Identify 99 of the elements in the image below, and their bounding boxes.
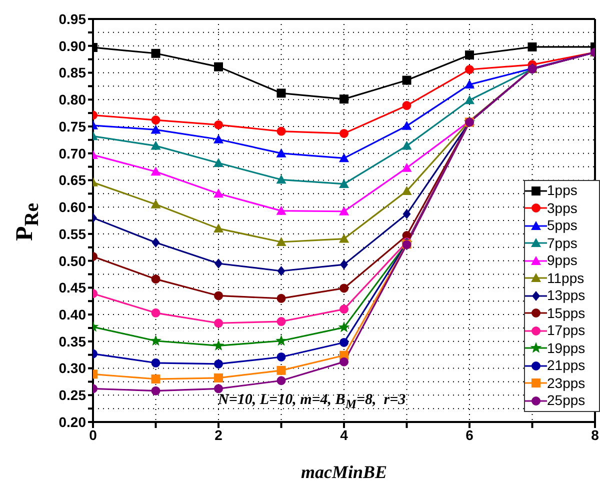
- x-tick-label: 0: [89, 426, 98, 443]
- legend-label: 5pps: [547, 217, 578, 234]
- point: [150, 166, 161, 176]
- x-tick-label: 8: [591, 426, 600, 443]
- point: [402, 209, 411, 220]
- point: [338, 321, 350, 332]
- point: [150, 334, 162, 346]
- y-tick-label: 0.45: [58, 280, 86, 296]
- legend-label: 25pps: [547, 392, 586, 410]
- x-tick-label: 6: [466, 426, 474, 443]
- point: [276, 236, 286, 246]
- point: [276, 376, 286, 386]
- point: [214, 120, 223, 130]
- x-tick-label: 4: [340, 426, 348, 443]
- y-tick-label: 0.40: [58, 306, 86, 323]
- point: [465, 50, 474, 60]
- point: [402, 76, 412, 85]
- y-tick-label: 0.90: [58, 38, 86, 54]
- point: [465, 65, 474, 74]
- legend-label: 1pps: [547, 182, 578, 200]
- y-tick-label: 0.95: [58, 10, 86, 27]
- y-tick-label: 0.30: [58, 360, 86, 376]
- y-tick-label: 0.35: [58, 333, 86, 350]
- point: [214, 158, 224, 168]
- point: [339, 153, 349, 162]
- point: [214, 188, 224, 198]
- point: [151, 308, 160, 318]
- point: [276, 334, 287, 346]
- point: [402, 186, 412, 195]
- point: [276, 206, 286, 215]
- point: [340, 357, 348, 366]
- point: [151, 386, 160, 396]
- point: [340, 338, 348, 347]
- point: [339, 178, 349, 188]
- point: [276, 126, 286, 136]
- legend-label: 21pps: [547, 357, 586, 374]
- point: [151, 116, 160, 125]
- point: [276, 88, 286, 98]
- point: [212, 340, 224, 351]
- legend-label: 15pps: [547, 304, 586, 322]
- point: [340, 260, 348, 270]
- point: [214, 318, 223, 328]
- y-tick-label: 0.70: [58, 145, 86, 162]
- y-tick-label: 0.50: [58, 252, 86, 269]
- point: [214, 134, 224, 144]
- y-tick-label: 0.65: [58, 172, 86, 188]
- point: [464, 95, 474, 104]
- legend-label: 3pps: [547, 200, 578, 217]
- point: [277, 266, 286, 276]
- point: [340, 284, 348, 293]
- point: [276, 317, 286, 326]
- point: [150, 199, 161, 208]
- point: [276, 352, 286, 362]
- point: [339, 206, 349, 216]
- point: [402, 162, 412, 172]
- y-tick-label: 0.25: [58, 387, 86, 404]
- point: [402, 101, 412, 110]
- legend-label: 19pps: [547, 340, 586, 357]
- point: [276, 174, 286, 184]
- point: [276, 148, 286, 158]
- y-tick-label: 0.75: [58, 118, 86, 134]
- point: [340, 94, 348, 104]
- point: [402, 120, 412, 130]
- point: [150, 140, 161, 150]
- point: [340, 304, 348, 314]
- point: [402, 140, 412, 150]
- legend-label: 13pps: [547, 287, 586, 304]
- annotation: N=10, L=10, m=4, B$_{M}$=8, r=3: [218, 392, 406, 412]
- point: [339, 234, 349, 243]
- point: [214, 224, 224, 233]
- legend-label: 23pps: [547, 374, 586, 392]
- point: [528, 42, 537, 52]
- y-tick-label: 0.60: [58, 199, 86, 216]
- point: [464, 80, 474, 89]
- legend-label: 9pps: [547, 252, 578, 270]
- point: [214, 359, 223, 368]
- point: [214, 258, 222, 268]
- point: [152, 238, 160, 248]
- x-axis-title: macMinBE: [300, 462, 388, 483]
- point: [151, 374, 160, 384]
- legend-label: 7pps: [547, 234, 578, 252]
- point: [214, 291, 223, 300]
- legend-label: 11pps: [547, 270, 584, 287]
- x-tick-label: 2: [214, 426, 223, 443]
- point: [214, 384, 223, 394]
- point: [276, 294, 286, 303]
- y-tick-label: 0.85: [58, 64, 86, 81]
- point: [151, 358, 160, 368]
- point: [214, 373, 223, 382]
- legend-label: 17pps: [547, 322, 586, 340]
- point: [151, 48, 160, 58]
- y-tick-label: 0.80: [58, 92, 86, 108]
- point: [340, 128, 348, 138]
- point: [276, 366, 286, 375]
- point: [150, 124, 161, 134]
- y-tick-label: 0.55: [58, 226, 86, 242]
- y-tick-label: 0.20: [58, 414, 86, 430]
- point: [151, 274, 160, 284]
- point: [214, 62, 223, 72]
